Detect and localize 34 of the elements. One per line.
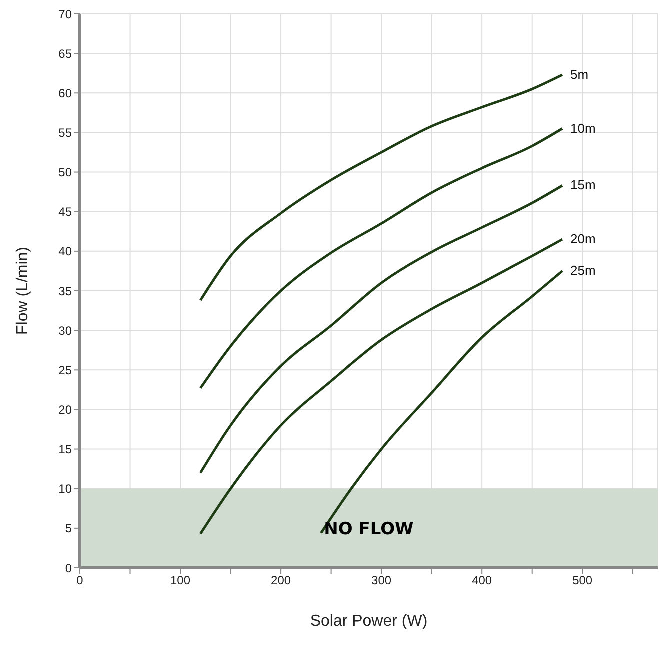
y-axis-title: Flow (L/min): [14, 246, 32, 336]
series-label: 10m: [570, 120, 596, 136]
y-tick-label: 50: [58, 166, 72, 180]
series-label: 5m: [570, 66, 589, 82]
series-label: 25m: [570, 263, 596, 278]
y-tick-label: 25: [58, 363, 72, 378]
line-series: [199, 128, 564, 390]
x-axis-title: Solar Power (W): [310, 613, 428, 630]
x-tick-label: 100: [170, 574, 191, 588]
y-tick-label: 35: [58, 284, 72, 298]
y-tick-label: 30: [58, 324, 72, 338]
x-tick-label: 0: [76, 574, 84, 588]
band-label: NO FLOW: [324, 519, 414, 540]
x-tick-label: 200: [271, 574, 292, 588]
y-tick-label: 20: [58, 402, 72, 417]
y-tick-label: 5: [65, 522, 72, 536]
y-tick-label: 70: [58, 7, 72, 22]
y-tick-label: 40: [58, 244, 72, 259]
line-series: [320, 270, 564, 534]
y-tick-label: 60: [58, 86, 72, 100]
series-label: 15m: [570, 178, 596, 193]
line-series: [199, 184, 564, 474]
y-tick-label: 10: [58, 482, 72, 496]
y-tick-label: 15: [58, 442, 72, 457]
y-tick-label: 45: [58, 205, 72, 220]
series-label: 20m: [570, 232, 596, 247]
y-tick-label: 65: [58, 46, 72, 61]
line-series: [199, 74, 564, 302]
x-tick-label: 500: [572, 574, 593, 588]
line-series: [199, 238, 564, 536]
x-tick-label: 400: [472, 574, 492, 588]
x-tick-label: 300: [372, 574, 392, 588]
y-tick-label: 55: [58, 126, 72, 140]
y-tick-label: 0: [65, 561, 72, 576]
